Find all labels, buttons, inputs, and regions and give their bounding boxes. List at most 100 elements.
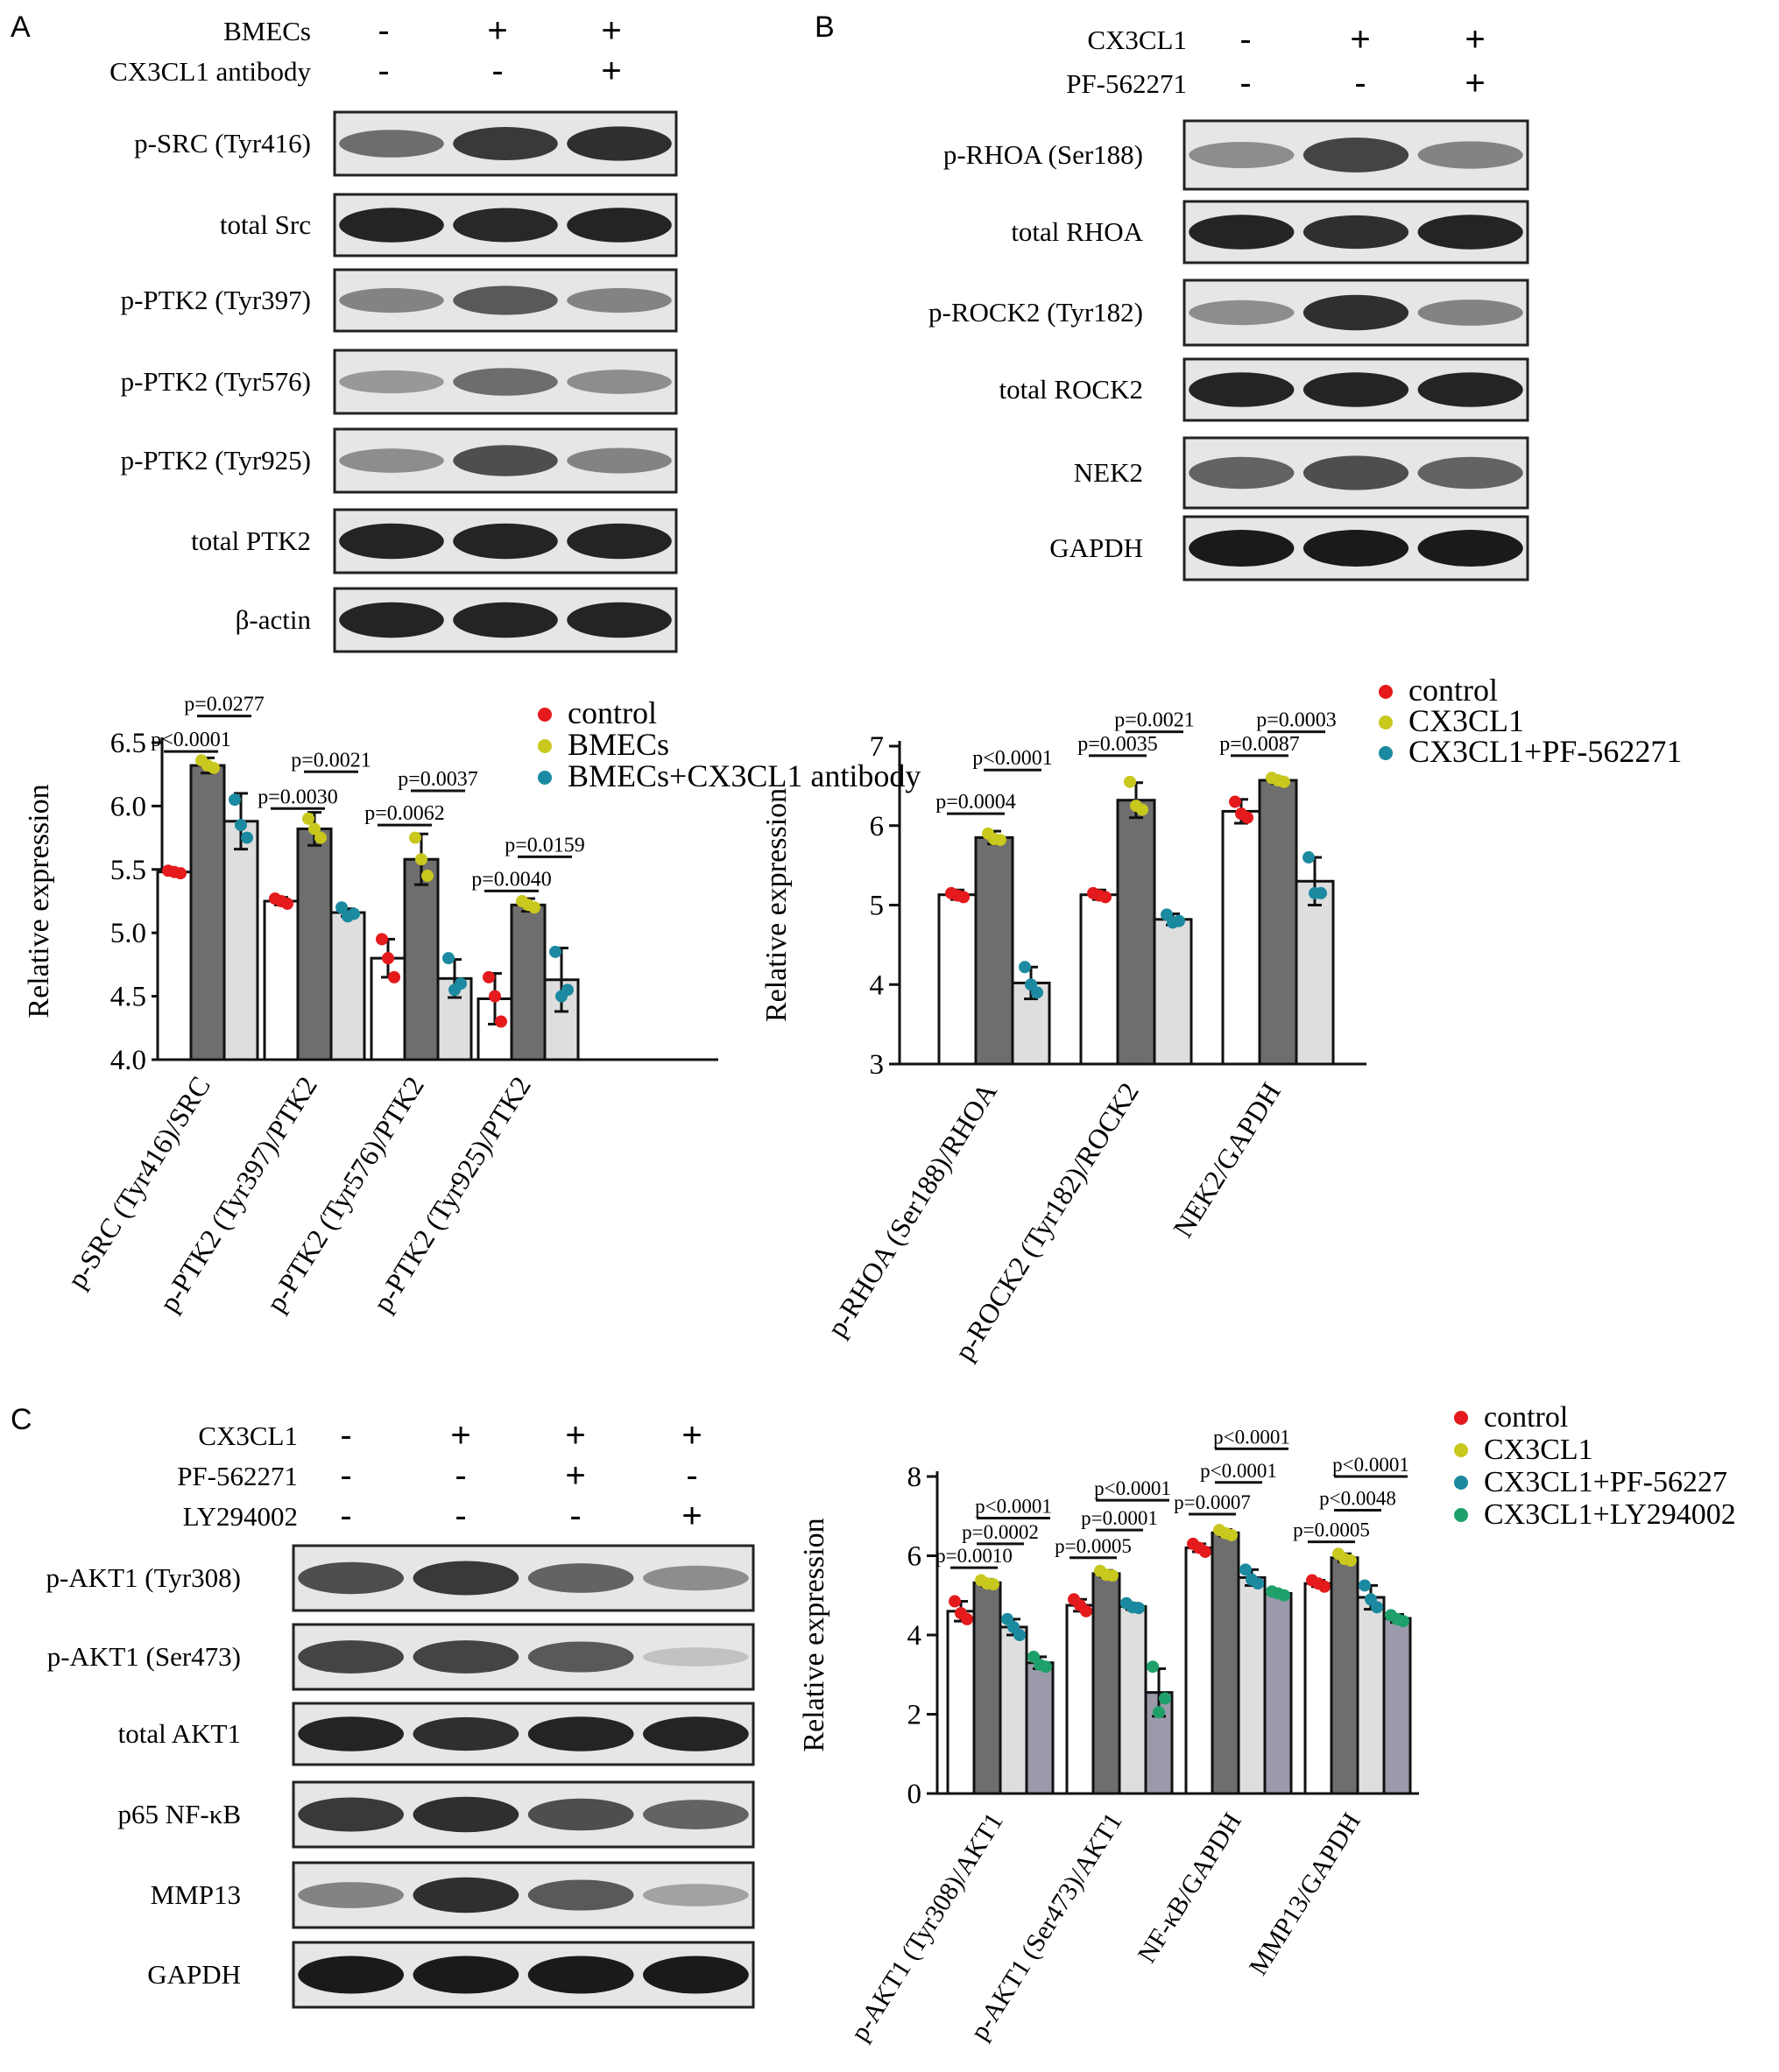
y-tick-label: 4.0: [110, 1045, 146, 1076]
panel-letter-c: C: [11, 1403, 32, 1436]
blot-band: [643, 1565, 749, 1591]
data-point: [1338, 1553, 1351, 1566]
condition-sign: -: [1239, 64, 1251, 102]
bar-1-1: [296, 827, 333, 1061]
p-value-label: p=0.0277: [184, 694, 265, 716]
condition-sign: +: [565, 1416, 585, 1455]
blot-label: p-ROCK2 (Tyr182): [928, 297, 1143, 328]
legend-label: control: [1484, 1401, 1568, 1434]
blot-band: [339, 448, 444, 473]
y-tick-label: 4: [907, 1620, 922, 1652]
bar-1-2: [1211, 1531, 1240, 1795]
condition-sign: -: [340, 1497, 351, 1535]
data-point: [421, 870, 434, 883]
bar-2-0: [999, 1625, 1028, 1795]
legend-marker: [1454, 1476, 1468, 1490]
data-point: [981, 1577, 993, 1590]
blot-band: [567, 208, 672, 243]
data-point: [415, 853, 427, 866]
blot-band: [453, 445, 558, 476]
blot-band: [413, 1877, 519, 1913]
data-point: [1159, 1692, 1171, 1705]
bar-1-2: [1258, 779, 1298, 1066]
blot-band: [1189, 142, 1295, 168]
blot-label: p-PTK2 (Tyr925): [121, 445, 311, 476]
legend-marker: [1379, 715, 1393, 729]
condition-label: LY294002: [183, 1501, 298, 1532]
bar-chart-c: 0 2 4 6 8 Relative expression p=0.0010p=0.0002…: [798, 1401, 1736, 2046]
bar-2-1: [1153, 918, 1193, 1066]
bar-chart-b: 3 4 5 6 7 Relative expression p=0.0004 p<0.0001…: [760, 673, 1682, 1366]
blot-band: [1417, 141, 1523, 169]
p-value-label: p=0.0002: [962, 1521, 1039, 1543]
bar-1-3: [1330, 1556, 1359, 1795]
y-tick-label: 6.0: [110, 791, 146, 822]
data-point: [342, 910, 354, 923]
legend-label: control: [568, 695, 657, 730]
data-point: [1019, 961, 1031, 974]
data-point: [302, 812, 314, 825]
blot-band: [453, 126, 558, 161]
condition-sign: -: [340, 1416, 351, 1455]
blot-band: [1189, 215, 1295, 250]
blot-band: [413, 1956, 519, 1994]
p-value-label: p=0.0040: [471, 868, 552, 891]
data-point: [1365, 1593, 1377, 1606]
blot-band: [567, 523, 672, 560]
blot-band: [643, 1647, 749, 1667]
p-value-label: p<0.0001: [1213, 1426, 1290, 1448]
blot-band: [298, 1561, 404, 1595]
bar-2-2: [1237, 1575, 1267, 1795]
data-point: [1272, 1587, 1284, 1600]
p-value-label: p<0.0001: [975, 1496, 1052, 1518]
blot-band: [567, 126, 672, 161]
y-tick-label: 6: [870, 811, 885, 842]
blot-band: [413, 1640, 519, 1674]
condition-sign: +: [681, 1416, 702, 1455]
bar-1-3: [510, 903, 547, 1061]
p-value-label: p=0.0037: [398, 768, 478, 791]
condition-label: PF-562271: [1066, 68, 1187, 99]
data-point: [1074, 1599, 1086, 1612]
condition-sign: -: [455, 1497, 466, 1535]
bar-2-2: [1295, 879, 1335, 1066]
bar-1-1: [1091, 1572, 1121, 1795]
legend-marker: [538, 739, 552, 753]
data-point: [382, 952, 394, 965]
p-value-label: p=0.0087: [1219, 733, 1300, 756]
bar-2-3: [1356, 1596, 1386, 1795]
blot-label: GAPDH: [147, 1959, 241, 1990]
data-point: [1130, 800, 1142, 813]
bar-1-2: [403, 857, 440, 1061]
p-value-label: p=0.0001: [1081, 1507, 1158, 1529]
data-point: [1007, 1620, 1020, 1633]
data-point: [409, 831, 421, 844]
condition-sign: +: [1465, 64, 1485, 102]
data-point: [1312, 1577, 1324, 1590]
blot-label: p-RHOA (Ser188): [943, 139, 1143, 170]
p-value-label: p=0.0159: [505, 834, 585, 856]
data-point: [549, 945, 561, 958]
legend-label: CX3CL1+PF-56227: [1484, 1466, 1727, 1498]
blot-band: [339, 523, 444, 560]
blot-band: [413, 1716, 519, 1751]
panel-letter-a: A: [11, 11, 31, 44]
legend-marker: [1454, 1443, 1468, 1457]
western-blot-panel-a: BMECs - + +CX3CL1 antibody - - +p-SRC (Tyr416)…: [109, 11, 678, 653]
legend-marker: [538, 771, 552, 785]
data-point: [522, 899, 534, 912]
blot-band: [1302, 137, 1409, 173]
blot-band: [527, 1956, 634, 1994]
blot-band: [567, 370, 672, 394]
x-category-label: NEK2/GAPDH: [1167, 1077, 1287, 1243]
blot-band: [1302, 530, 1409, 567]
data-point: [1246, 1573, 1258, 1586]
blot-band: [1417, 300, 1523, 326]
condition-sign: -: [378, 52, 389, 90]
bar-0-1: [1065, 1603, 1095, 1795]
blot-band: [298, 1797, 404, 1832]
blot-band: [643, 1956, 749, 1994]
blot-band: [453, 523, 558, 560]
y-axis-label: Relative expression: [23, 784, 55, 1018]
